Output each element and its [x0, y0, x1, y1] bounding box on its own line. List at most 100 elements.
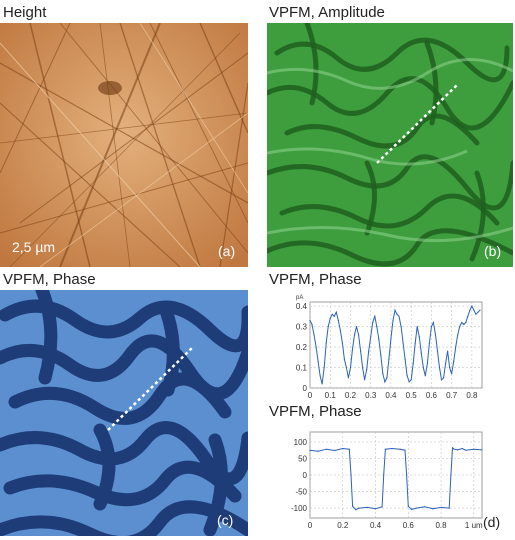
data-point — [481, 449, 483, 451]
data-point — [329, 317, 331, 319]
data-point — [422, 366, 424, 369]
data-point — [357, 334, 360, 336]
data-point — [471, 305, 473, 307]
panel-d-label: (d) — [483, 514, 501, 530]
data-point — [448, 507, 450, 509]
scale-bar-label: 2,5 µm — [12, 239, 56, 255]
data-point — [455, 346, 457, 348]
data-point — [351, 505, 354, 508]
data-point — [396, 313, 398, 315]
data-point — [456, 449, 459, 451]
profile-line-b — [376, 84, 458, 164]
data-point — [402, 342, 404, 344]
x-tick-label: 0.4 — [385, 391, 397, 400]
y-tick-label: 0 — [303, 384, 308, 393]
data-point — [440, 506, 442, 509]
data-point — [337, 319, 339, 322]
data-point — [341, 342, 343, 344]
data-point — [355, 325, 358, 328]
data-point — [380, 354, 382, 356]
panel-d-bottom-title: VPFM, Phase — [269, 403, 362, 420]
data-point — [415, 507, 418, 509]
data-point — [317, 360, 319, 362]
data-point — [321, 383, 323, 385]
y-tick-label: 0.3 — [296, 323, 308, 332]
data-point — [381, 506, 383, 508]
y-tick-label: 0.4 — [296, 302, 308, 311]
data-point — [451, 447, 454, 449]
data-point — [390, 338, 392, 340]
data-point — [366, 506, 368, 509]
data-point — [399, 448, 401, 450]
data-point — [414, 342, 416, 344]
y-tick-label: -50 — [295, 488, 307, 497]
data-point — [325, 448, 327, 450]
x-tick-label: 0.6 — [426, 391, 438, 400]
y-tick-label: 0.2 — [296, 343, 308, 352]
data-point — [384, 448, 386, 450]
data-point — [473, 448, 475, 450]
x-tick-label: 0.8 — [466, 391, 478, 400]
x-tick-label: 0.1 — [325, 391, 337, 400]
data-point — [378, 338, 380, 340]
panel-b-label: (b) — [484, 243, 502, 259]
data-point — [382, 373, 384, 375]
height-image: 2,5 µm (a) — [0, 23, 248, 267]
data-point — [436, 350, 439, 352]
y-tick-label: 50 — [298, 454, 307, 463]
data-point — [469, 309, 471, 311]
data-point — [463, 323, 465, 326]
data-point — [447, 350, 449, 352]
data-point — [404, 358, 406, 360]
x-tick-label: 0.4 — [370, 521, 382, 530]
data-point — [362, 366, 364, 369]
data-point — [370, 336, 372, 338]
data-point — [434, 334, 437, 336]
data-point — [343, 358, 345, 360]
data-point — [374, 508, 377, 510]
data-point — [372, 321, 374, 324]
data-point — [348, 448, 350, 450]
data-point — [430, 325, 433, 328]
phase-image: (c) — [0, 290, 248, 536]
data-point — [358, 507, 360, 509]
data-point — [477, 311, 479, 313]
data-point — [325, 342, 327, 344]
data-point — [459, 325, 461, 328]
y-tick-label: 0.1 — [296, 364, 308, 373]
data-point — [319, 375, 321, 377]
y-tick-label: 100 — [294, 438, 308, 447]
plot-frame — [309, 301, 483, 389]
data-point — [424, 375, 426, 377]
data-point — [407, 505, 409, 508]
data-point — [366, 368, 368, 371]
data-point — [351, 348, 354, 350]
data-point — [406, 375, 408, 377]
x-tick-label: 0 — [308, 521, 313, 530]
data-point — [333, 449, 336, 452]
data-point — [428, 342, 430, 344]
data-point — [475, 313, 477, 315]
data-point — [467, 315, 469, 317]
data-point — [479, 309, 481, 311]
data-point — [388, 358, 390, 360]
y-tick-label: 0 — [303, 471, 308, 480]
data-point — [392, 319, 394, 322]
data-point — [364, 379, 366, 381]
data-point — [442, 377, 445, 379]
data-point — [333, 315, 335, 317]
data-point — [327, 325, 329, 328]
data-point — [345, 366, 348, 369]
data-point — [350, 474, 352, 476]
profile-line-c — [107, 347, 193, 431]
series-line — [309, 446, 483, 511]
data-point — [353, 334, 356, 336]
phase-domains — [0, 290, 248, 536]
data-point — [416, 325, 418, 328]
data-point — [311, 323, 313, 326]
amplitude-image: (b) — [267, 23, 513, 267]
data-point — [426, 362, 428, 365]
data-point — [376, 325, 378, 328]
x-tick-label: 0.7 — [446, 391, 458, 400]
